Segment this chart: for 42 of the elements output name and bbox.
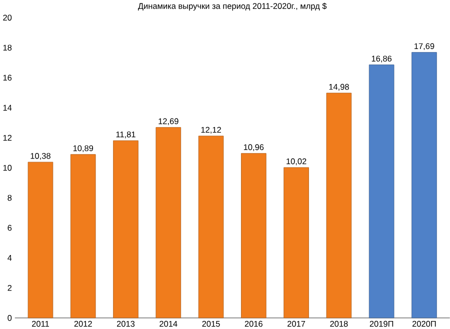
bar: [198, 136, 224, 318]
y-tick-label: 8: [8, 194, 12, 201]
x-tick-label: 2017: [288, 320, 306, 326]
data-label: 10,02: [286, 158, 306, 165]
bar: [284, 167, 309, 318]
bar: [113, 140, 138, 318]
x-tick-label: 2012: [74, 320, 92, 326]
x-tick-label: 2019П: [370, 320, 394, 326]
y-tick-label: 14: [3, 104, 12, 110]
bar: [241, 152, 266, 318]
data-label: 17,69: [414, 43, 434, 50]
data-label: 10,38: [30, 152, 50, 160]
x-tick-label: 2018: [330, 320, 348, 326]
y-tick-label: 0: [8, 314, 12, 321]
y-tick-label: 6: [8, 224, 12, 231]
data-label: 10,89: [73, 145, 94, 152]
y-tick-label: 20: [3, 14, 12, 20]
data-label: 11,81: [116, 131, 136, 138]
x-tick-label: 2020П: [412, 320, 436, 326]
bar: [156, 126, 182, 318]
data-label: 16,86: [372, 55, 392, 62]
y-tick-label: 16: [3, 74, 12, 80]
bar: [28, 162, 54, 318]
x-tick-label: 2016: [244, 320, 262, 326]
y-tick-label: 10: [3, 164, 12, 170]
x-tick-label: 2011: [32, 320, 49, 326]
bar: [326, 92, 352, 318]
x-tick-label: 2014: [160, 320, 178, 326]
x-tick-label: 2015: [202, 320, 220, 326]
data-label: 12,12: [201, 126, 221, 134]
y-tick-label: 4: [8, 254, 12, 260]
chart-title: Динамика выручки за период 2011-2020г., млрд $: [138, 2, 327, 10]
y-tick-label: 2: [8, 284, 12, 291]
y-tick-label: 18: [3, 44, 12, 50]
x-tick-label: 2013: [116, 320, 135, 326]
data-label: 14,98: [329, 84, 349, 91]
bar: [368, 64, 394, 318]
bar: [412, 52, 437, 318]
bar: [70, 154, 96, 318]
data-label: 10,96: [244, 144, 264, 151]
data-label: 12,69: [158, 118, 178, 125]
y-tick-label: 12: [3, 134, 12, 140]
